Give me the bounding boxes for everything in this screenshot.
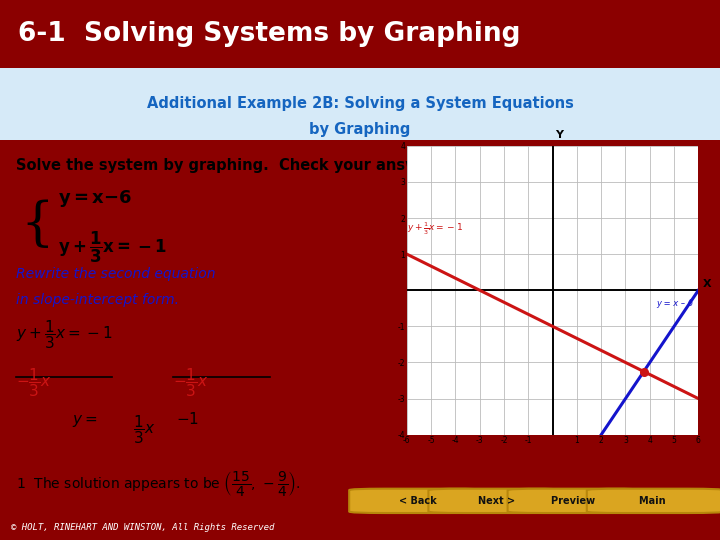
Text: Graph the system.: Graph the system.	[418, 171, 553, 186]
Text: < Back: < Back	[399, 496, 436, 506]
FancyBboxPatch shape	[349, 489, 486, 513]
Text: $1$  The solution appears to be $\left(\dfrac{15}{4},\,-\dfrac{9}{4}\right).$: $1$ The solution appears to be $\left(\d…	[16, 469, 300, 498]
FancyBboxPatch shape	[587, 489, 720, 513]
Text: $-\dfrac{1}{3}x$: $-\dfrac{1}{3}x$	[16, 366, 51, 399]
Text: © HOLT, RINEHART AND WINSTON, All Rights Reserved: © HOLT, RINEHART AND WINSTON, All Rights…	[11, 523, 274, 531]
Text: in slope-intercept form.: in slope-intercept form.	[16, 293, 179, 307]
Text: X: X	[703, 279, 712, 289]
Text: Main: Main	[639, 496, 672, 506]
Text: Next >: Next >	[478, 496, 516, 506]
Text: {: {	[20, 199, 54, 249]
Text: $\mathbf{y = x}$$\mathbf{ - 6}$: $\mathbf{y = x}$$\mathbf{ - 6}$	[58, 188, 132, 209]
Text: $\dfrac{1}{3}x$: $\dfrac{1}{3}x$	[133, 413, 156, 446]
Text: Preview: Preview	[551, 496, 601, 506]
FancyBboxPatch shape	[508, 489, 644, 513]
Text: y = x – 6: y = x – 6	[657, 299, 693, 308]
FancyBboxPatch shape	[428, 489, 565, 513]
Text: $y + \dfrac{1}{3}x = -1$: $y + \dfrac{1}{3}x = -1$	[16, 319, 112, 352]
Text: $- 1$: $- 1$	[176, 411, 199, 427]
Text: $-\dfrac{1}{3}x$: $-\dfrac{1}{3}x$	[173, 366, 208, 399]
FancyBboxPatch shape	[0, 68, 720, 140]
Text: $y = $: $y = $	[72, 413, 97, 429]
Text: $\mathbf{y + \dfrac{1}{3}x = -1}$: $\mathbf{y + \dfrac{1}{3}x = -1}$	[58, 230, 166, 266]
Text: Y: Y	[556, 130, 564, 140]
Text: Additional Example 2B: Solving a System Equations: Additional Example 2B: Solving a System …	[147, 97, 573, 111]
Text: $y + \frac{1}{3}x = -1$: $y + \frac{1}{3}x = -1$	[407, 220, 463, 237]
Text: Solve the system by graphing.  Check your answer.: Solve the system by graphing. Check your…	[16, 158, 439, 173]
Text: Rewrite the second equation: Rewrite the second equation	[16, 267, 215, 281]
Text: by Graphing: by Graphing	[310, 122, 410, 137]
Text: 6-1  Solving Systems by Graphing: 6-1 Solving Systems by Graphing	[18, 21, 521, 47]
